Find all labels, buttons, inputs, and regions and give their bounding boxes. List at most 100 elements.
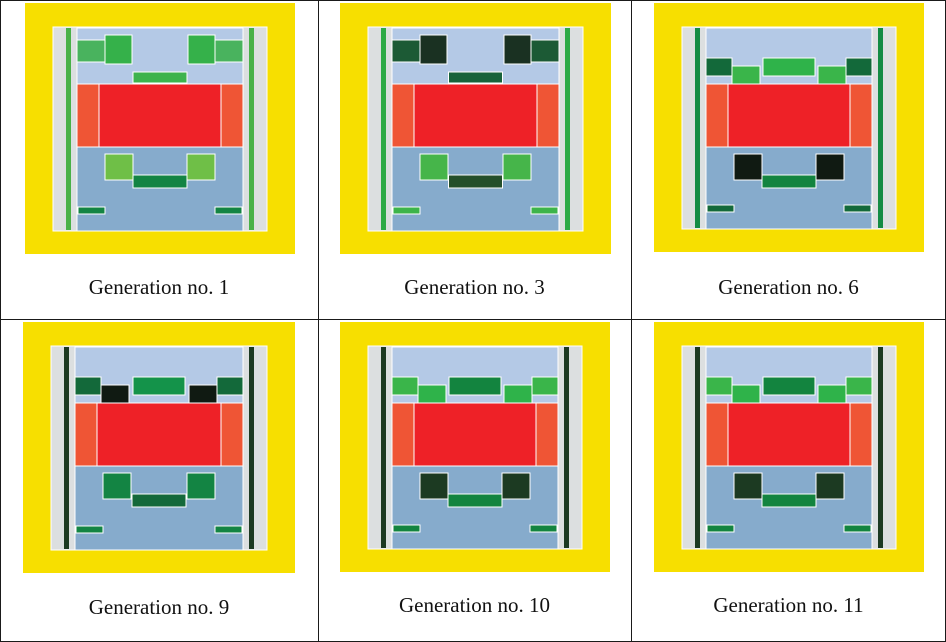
- pillar-left: [381, 347, 386, 548]
- layout-diagram: [654, 322, 924, 572]
- layout-diagram: [25, 3, 295, 254]
- top-row-block: [391, 376, 419, 396]
- center-block: [727, 83, 851, 148]
- side-block-left: [705, 402, 729, 467]
- top-row-block: [216, 376, 244, 396]
- bottom-small-bar: [214, 525, 243, 534]
- top-row-block: [132, 376, 186, 396]
- top-row-block: [762, 376, 816, 396]
- top-row-block: [845, 376, 873, 396]
- bottom-small-bar: [214, 206, 243, 215]
- center-block: [413, 83, 538, 148]
- bottom-center-bar: [131, 493, 187, 508]
- panel-caption: Generation no. 1: [88, 275, 230, 299]
- grid-line: [0, 0, 1, 642]
- top-center-bar: [132, 71, 188, 84]
- side-block-left: [74, 402, 98, 467]
- top-inner-block: [187, 34, 216, 65]
- bottom-small-bar: [530, 206, 559, 215]
- layout-diagram: [340, 322, 610, 572]
- grid-line: [318, 0, 319, 642]
- center-block: [98, 83, 222, 148]
- bottom-small-bar: [77, 206, 106, 215]
- bottom-block: [419, 153, 449, 181]
- bottom-small-bar: [706, 524, 735, 533]
- top-inner-block: [503, 34, 532, 65]
- panel-generation-11: Generation no. 11: [631, 319, 946, 641]
- bottom-small-bar: [392, 206, 421, 215]
- grid-line: [631, 0, 632, 642]
- panel-generation-9: Generation no. 9: [0, 319, 318, 641]
- side-block-right: [220, 402, 244, 467]
- bottom-small-bar: [843, 204, 872, 213]
- top-outer-block: [530, 39, 560, 63]
- top-row-block: [503, 384, 533, 404]
- top-row-block: [74, 376, 102, 396]
- pillar-right: [564, 347, 569, 548]
- center-block: [96, 402, 222, 467]
- pillar-right: [249, 347, 254, 549]
- bottom-block: [419, 472, 449, 500]
- side-block-right: [849, 83, 873, 148]
- bottom-zone: [76, 146, 244, 232]
- panel-caption: Generation no. 9: [88, 595, 230, 619]
- pillar-left: [64, 347, 69, 549]
- top-row-block: [531, 376, 559, 396]
- top-outer-block: [391, 39, 421, 63]
- bottom-block: [815, 472, 845, 500]
- pillar-left: [695, 347, 700, 548]
- pillar-right: [249, 28, 254, 230]
- panel-caption: Generation no. 10: [398, 593, 551, 617]
- layout-diagram: [340, 3, 611, 254]
- bottom-small-bar: [706, 204, 735, 213]
- bottom-block: [733, 153, 763, 181]
- top-row-block: [817, 384, 847, 404]
- side-block-right: [536, 83, 560, 148]
- bottom-center-bar: [448, 174, 503, 189]
- top-row-block: [731, 384, 761, 404]
- top-center-bar: [448, 71, 503, 84]
- layout-diagram: [23, 322, 295, 573]
- top-row-block: [731, 65, 761, 85]
- top-row-block: [188, 384, 218, 404]
- bottom-block: [102, 472, 132, 500]
- top-inner-block: [419, 34, 448, 65]
- side-block-left: [705, 83, 729, 148]
- side-block-right: [535, 402, 559, 467]
- bottom-block: [186, 472, 216, 500]
- side-block-left: [391, 83, 415, 148]
- bottom-block: [501, 472, 531, 500]
- bottom-small-bar: [529, 524, 558, 533]
- bottom-block: [104, 153, 134, 181]
- top-outer-block: [76, 39, 106, 63]
- bottom-block: [815, 153, 845, 181]
- top-row-block: [705, 376, 733, 396]
- bottom-block: [186, 153, 216, 181]
- panel-caption: Generation no. 3: [404, 275, 545, 299]
- panel-generation-6: Generation no. 6: [631, 0, 946, 319]
- top-outer-block: [214, 39, 244, 63]
- side-block-right: [849, 402, 873, 467]
- bottom-small-bar: [843, 524, 872, 533]
- bottom-block: [733, 472, 763, 500]
- top-row-block: [705, 57, 733, 77]
- panel-generation-1: Generation no. 1: [0, 0, 318, 319]
- pillar-left: [66, 28, 71, 230]
- top-row-block: [762, 57, 816, 77]
- panel-generation-10: Generation no. 10: [318, 319, 631, 641]
- pillar-left: [695, 28, 700, 228]
- panel-caption: Generation no. 11: [713, 593, 864, 617]
- bottom-zone: [74, 465, 244, 551]
- pillar-right: [565, 28, 570, 230]
- bottom-center-bar: [447, 493, 503, 508]
- grid-line: [0, 0, 946, 1]
- top-inner-block: [104, 34, 133, 65]
- pillar-right: [878, 347, 883, 548]
- top-row-block: [448, 376, 502, 396]
- bottom-block: [502, 153, 532, 181]
- grid-line: [0, 319, 946, 320]
- panel-caption: Generation no. 6: [718, 275, 859, 299]
- top-row-block: [845, 57, 873, 77]
- side-block-right: [220, 83, 244, 148]
- top-row-block: [417, 384, 447, 404]
